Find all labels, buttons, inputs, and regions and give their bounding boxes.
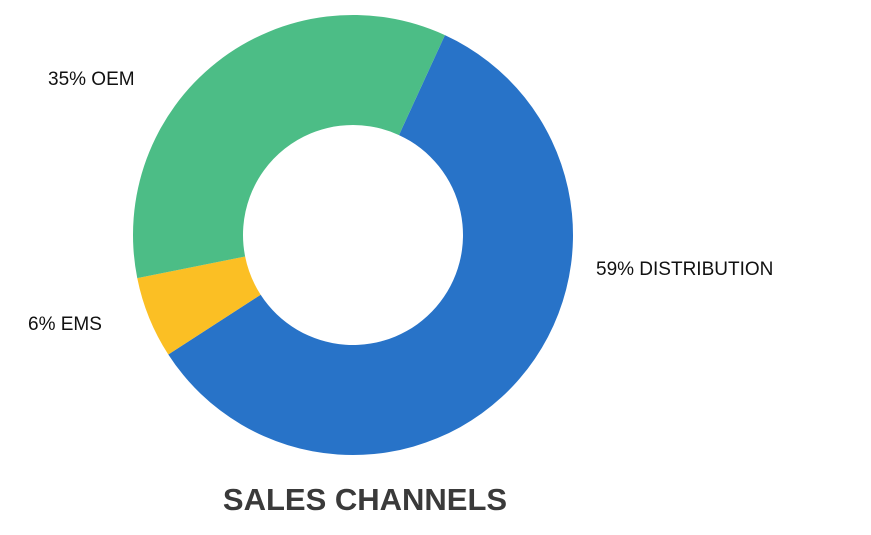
slice-label: 6% EMS xyxy=(28,314,102,335)
donut-slice xyxy=(132,14,445,279)
slice-label: 35% OEM xyxy=(48,69,135,90)
donut-slice xyxy=(168,35,573,455)
donut-slice xyxy=(137,256,261,355)
slice-label: 59% DISTRIBUTION xyxy=(596,259,773,280)
chart-title: SALES CHANNELS xyxy=(223,482,507,517)
